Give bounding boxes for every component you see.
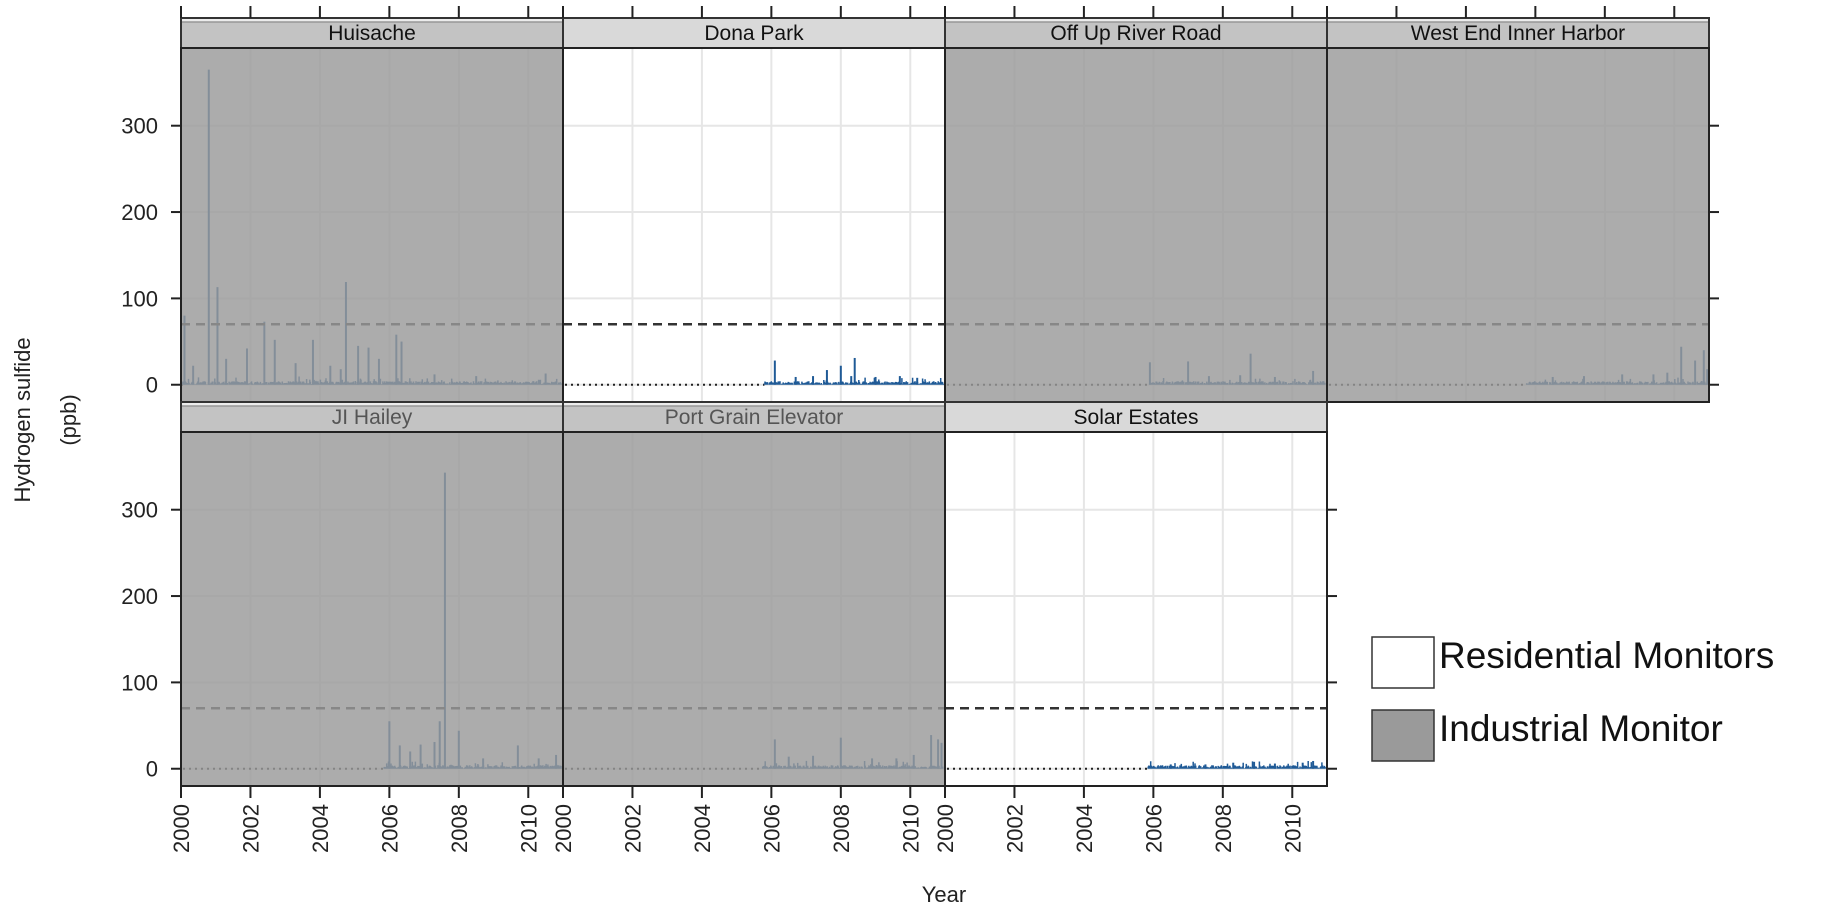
panel-background	[945, 432, 1327, 786]
panel-title: Solar Estates	[1074, 406, 1199, 429]
x-tick-label: 2006	[1141, 804, 1166, 853]
y-axis-label-line-2: (ppb)	[56, 394, 81, 445]
panel-west-end-inner-harbor: West End Inner Harbor	[1326, 17, 1710, 403]
panel-title: Dona Park	[704, 22, 804, 45]
legend: Residential Monitors Industrial Monitor	[1371, 635, 1774, 762]
x-tick-label: 2004	[1072, 804, 1097, 853]
y-tick-label: 0	[146, 373, 158, 398]
panel-title: Port Grain Elevator	[665, 406, 844, 429]
x-tick-label: 2002	[1002, 804, 1027, 853]
y-tick-label: 200	[121, 200, 158, 225]
legend-label-residential: Residential Monitors	[1439, 635, 1774, 676]
x-tick-label: 2010	[898, 804, 923, 853]
legend-swatch-residential	[1371, 636, 1435, 689]
panel-title: JI Hailey	[332, 406, 413, 429]
x-tick-label: 2008	[447, 804, 472, 853]
x-axis-label: Year	[922, 882, 966, 907]
x-tick-label: 2002	[620, 804, 645, 853]
y-tick-label: 100	[121, 670, 158, 695]
panel-port-grain-elevator: Port Grain Elevator	[562, 401, 946, 787]
y-tick-label: 300	[121, 498, 158, 523]
legend-swatch-industrial	[1371, 709, 1435, 762]
x-tick-label: 2008	[1211, 804, 1236, 853]
panel-strip	[562, 401, 946, 433]
industrial-shading	[180, 405, 564, 787]
panel-solar-estates: Solar Estates	[944, 401, 1328, 787]
x-tick-label: 2000	[933, 804, 958, 853]
x-tick-label: 2006	[759, 804, 784, 853]
legend-label-industrial: Industrial Monitor	[1439, 708, 1723, 749]
y-axis-label-line-1: Hydrogen sulfide	[10, 337, 35, 502]
panel-border	[1326, 47, 1710, 403]
industrial-shading	[180, 21, 564, 403]
panel-dona-park: Dona Park	[562, 17, 946, 403]
industrial-shading	[562, 405, 946, 787]
panel-off-up-river-road: Off Up River Road	[944, 17, 1328, 403]
panel-ji-hailey: JI Hailey	[180, 401, 564, 787]
panel-title: Huisache	[328, 22, 416, 45]
x-tick-label: 2000	[551, 804, 576, 853]
panel-border	[944, 431, 1328, 787]
y-tick-label: 200	[121, 584, 158, 609]
panel-background	[563, 48, 945, 402]
panel-title: Off Up River Road	[1050, 22, 1221, 45]
panel-title: West End Inner Harbor	[1411, 22, 1625, 45]
x-tick-label: 2004	[308, 804, 333, 853]
panel-strip	[944, 17, 1328, 49]
panel-huisache: Huisache	[180, 17, 564, 403]
panel-strip	[180, 401, 564, 433]
industrial-shading	[944, 21, 1328, 403]
series-noise	[1147, 761, 1326, 769]
y-tick-label: 300	[121, 114, 158, 139]
y-tick-label: 0	[146, 757, 158, 782]
x-tick-label: 2004	[690, 804, 715, 853]
industrial-shading	[1326, 21, 1710, 403]
x-tick-label: 2002	[238, 804, 263, 853]
x-tick-label: 2010	[516, 804, 541, 853]
x-tick-label: 2010	[1280, 804, 1305, 853]
x-tick-label: 2006	[377, 804, 402, 853]
x-tick-label: 2008	[829, 804, 854, 853]
panel-strip	[944, 401, 1328, 433]
series-noise	[763, 377, 944, 385]
y-tick-label: 100	[121, 286, 158, 311]
x-tick-label: 2000	[169, 804, 194, 853]
panel-strip	[562, 17, 946, 49]
panel-strip	[1326, 17, 1710, 49]
